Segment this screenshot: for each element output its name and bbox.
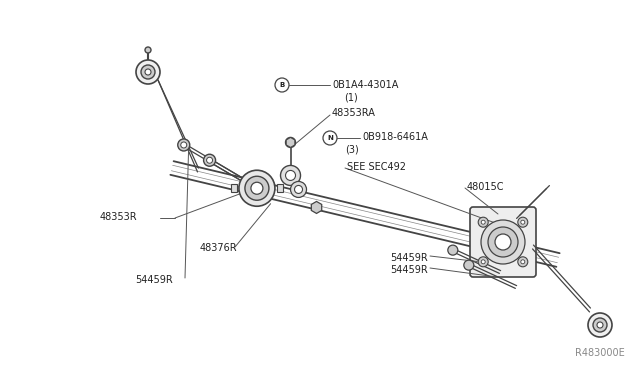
Bar	[231, 184, 237, 192]
Text: 48015C: 48015C	[467, 182, 504, 192]
Circle shape	[294, 185, 303, 193]
Circle shape	[521, 220, 525, 224]
Circle shape	[481, 220, 525, 264]
Circle shape	[285, 170, 296, 180]
Circle shape	[597, 322, 603, 328]
Bar	[277, 184, 283, 192]
Circle shape	[518, 217, 528, 227]
Circle shape	[285, 137, 296, 147]
Circle shape	[291, 182, 307, 198]
Circle shape	[488, 227, 518, 257]
Text: 48353RA: 48353RA	[332, 108, 376, 118]
Text: 0B1A4-4301A: 0B1A4-4301A	[332, 80, 398, 90]
Text: R483000E: R483000E	[575, 348, 625, 358]
Circle shape	[314, 205, 319, 211]
Circle shape	[275, 78, 289, 92]
Circle shape	[280, 166, 301, 185]
Circle shape	[178, 139, 189, 151]
Circle shape	[207, 157, 212, 163]
Circle shape	[521, 260, 525, 264]
Text: N: N	[327, 135, 333, 141]
Circle shape	[478, 217, 488, 227]
Circle shape	[145, 47, 151, 53]
Circle shape	[251, 182, 263, 194]
Circle shape	[481, 220, 485, 224]
FancyBboxPatch shape	[470, 207, 536, 277]
Circle shape	[495, 234, 511, 250]
Circle shape	[145, 69, 151, 75]
Circle shape	[245, 176, 269, 200]
Text: (3): (3)	[345, 144, 359, 154]
Text: (1): (1)	[344, 92, 358, 102]
Circle shape	[593, 318, 607, 332]
Circle shape	[204, 154, 216, 166]
Circle shape	[180, 142, 187, 148]
Circle shape	[588, 313, 612, 337]
Text: 48376R: 48376R	[200, 243, 237, 253]
Circle shape	[481, 260, 485, 264]
Text: 0B918-6461A: 0B918-6461A	[362, 132, 428, 142]
Text: SEE SEC492: SEE SEC492	[347, 162, 406, 172]
Text: 54459R: 54459R	[390, 253, 428, 263]
Circle shape	[464, 260, 474, 270]
Text: B: B	[280, 82, 285, 88]
Circle shape	[239, 170, 275, 206]
Circle shape	[448, 245, 458, 255]
Circle shape	[478, 257, 488, 267]
Text: 54459R: 54459R	[390, 265, 428, 275]
Text: 48353R: 48353R	[100, 212, 138, 222]
Circle shape	[141, 65, 155, 79]
Circle shape	[323, 131, 337, 145]
Circle shape	[136, 60, 160, 84]
Text: 54459R: 54459R	[135, 275, 173, 285]
Circle shape	[518, 257, 528, 267]
